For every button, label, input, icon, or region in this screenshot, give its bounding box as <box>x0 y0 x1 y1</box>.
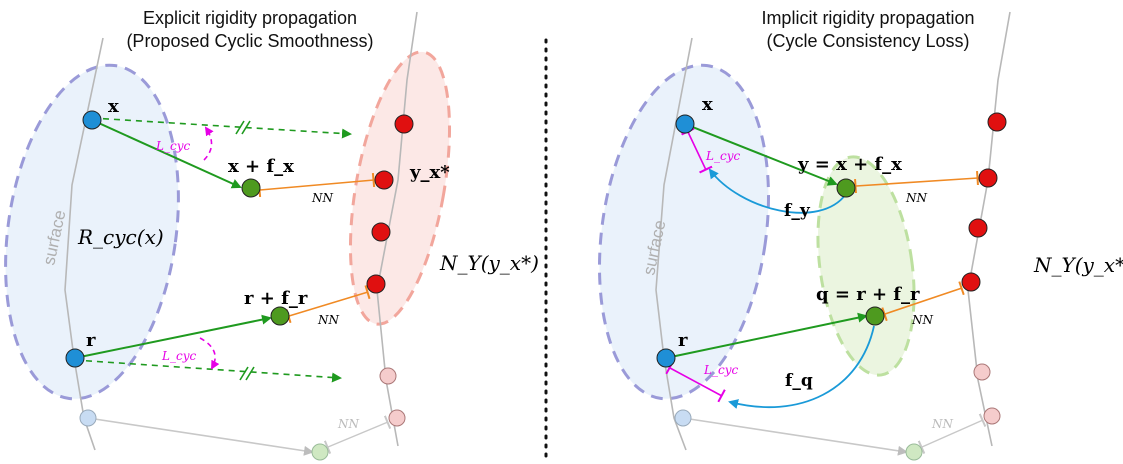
cyc-arc-upper <box>203 126 214 161</box>
label-neighborhood-left: N_Y(y_x*) <box>439 251 539 275</box>
nn-label-right-2: NN <box>911 313 934 327</box>
target-region-ellipse <box>348 50 452 326</box>
flow-arrow-r <box>74 314 272 359</box>
label-r: r <box>86 330 96 351</box>
loss-label-left-1: L_cyc <box>155 139 190 153</box>
nn-label-left-faded: NN <box>337 417 360 431</box>
label-x-right: x <box>702 94 713 115</box>
loss-label-left-2: L_cyc <box>161 349 196 363</box>
point-r-plus-flow <box>270 306 290 326</box>
nn-connector-faded-right <box>917 413 987 455</box>
loss-label-right-1: L_cyc <box>705 149 740 163</box>
label-y-star: y_x* <box>409 162 450 183</box>
backward-flow-y <box>708 168 847 214</box>
faded-flow-arrow <box>87 417 314 456</box>
label-region: R_cyc(x) <box>77 225 164 249</box>
right-title-line2: (Cycle Consistency Loss) <box>766 31 969 51</box>
label-r-right: r <box>678 330 688 351</box>
dashed-propagation-arrow-r <box>74 359 342 383</box>
source-surface-line-right <box>655 37 693 451</box>
point-r <box>65 348 85 368</box>
target-point-3 <box>371 222 391 242</box>
target-point-right-1 <box>987 112 1007 132</box>
target-point-y-star <box>374 170 394 190</box>
nn-label-right-1: NN <box>905 191 928 205</box>
label-q: q = r + f_r <box>816 284 920 305</box>
target-point-faded-2 <box>388 409 406 427</box>
target-point-faded-1 <box>379 367 397 385</box>
nn-label-right-faded: NN <box>931 417 954 431</box>
label-x: x <box>108 96 119 117</box>
target-point-right-3 <box>968 218 988 238</box>
point-faded-flow <box>311 443 329 461</box>
right-title-line1: Implicit rigidity propagation <box>761 8 974 28</box>
right-panel: Implicit rigidity propagation (Cycle Con… <box>597 8 1123 461</box>
nn-label-left-1: NN <box>311 191 334 205</box>
cyc-bar-upper <box>681 127 713 174</box>
left-panel: Explicit rigidity propagation (Proposed … <box>4 8 539 461</box>
nn-connector-faded <box>323 415 392 455</box>
cyc-arc-lower <box>199 337 220 370</box>
loss-label-right-2: L_cyc <box>703 363 738 377</box>
point-q <box>865 306 885 326</box>
point-x-right <box>675 114 695 134</box>
nn-connector-y <box>854 170 979 194</box>
point-x <box>82 110 102 130</box>
cyc-bar-lower <box>665 361 726 403</box>
point-faded-source-right <box>674 409 692 427</box>
point-y <box>836 178 856 198</box>
target-point-right-faded-2 <box>983 407 1001 425</box>
label-f-q: f_q <box>785 371 813 391</box>
label-f-y: f_y <box>784 201 811 221</box>
label-y: y = x + f_x <box>797 154 902 175</box>
target-point-right-4 <box>961 272 981 292</box>
flow-arrow-r-right <box>665 312 868 359</box>
faded-flow-arrow-right <box>682 417 908 456</box>
nn-connector-q <box>881 281 965 322</box>
source-region-ellipse <box>4 63 180 401</box>
nn-connector-x <box>257 172 376 198</box>
backward-flow-q <box>728 325 875 409</box>
nn-label-left-2: NN <box>317 313 340 327</box>
target-point-1 <box>394 114 414 134</box>
target-point-right-faded-1 <box>973 363 991 381</box>
source-region-ellipse-right <box>597 63 771 401</box>
flow-arrow-x <box>91 119 242 189</box>
point-x-plus-flow <box>241 178 261 198</box>
point-r-right <box>656 348 676 368</box>
target-point-4 <box>366 274 386 294</box>
point-faded-flow-right <box>905 443 923 461</box>
left-title-line2: (Proposed Cyclic Smoothness) <box>126 31 373 51</box>
label-x-plus-flow: x + f_x <box>228 156 294 177</box>
left-title-line1: Explicit rigidity propagation <box>143 8 357 28</box>
label-neighborhood-right: N_Y(y_x*) <box>1033 253 1123 277</box>
nn-connector-r <box>285 285 371 324</box>
point-faded-source <box>79 409 97 427</box>
target-point-right-2 <box>978 168 998 188</box>
label-r-plus-flow: r + f_r <box>244 288 308 309</box>
slash-marks <box>235 120 255 381</box>
